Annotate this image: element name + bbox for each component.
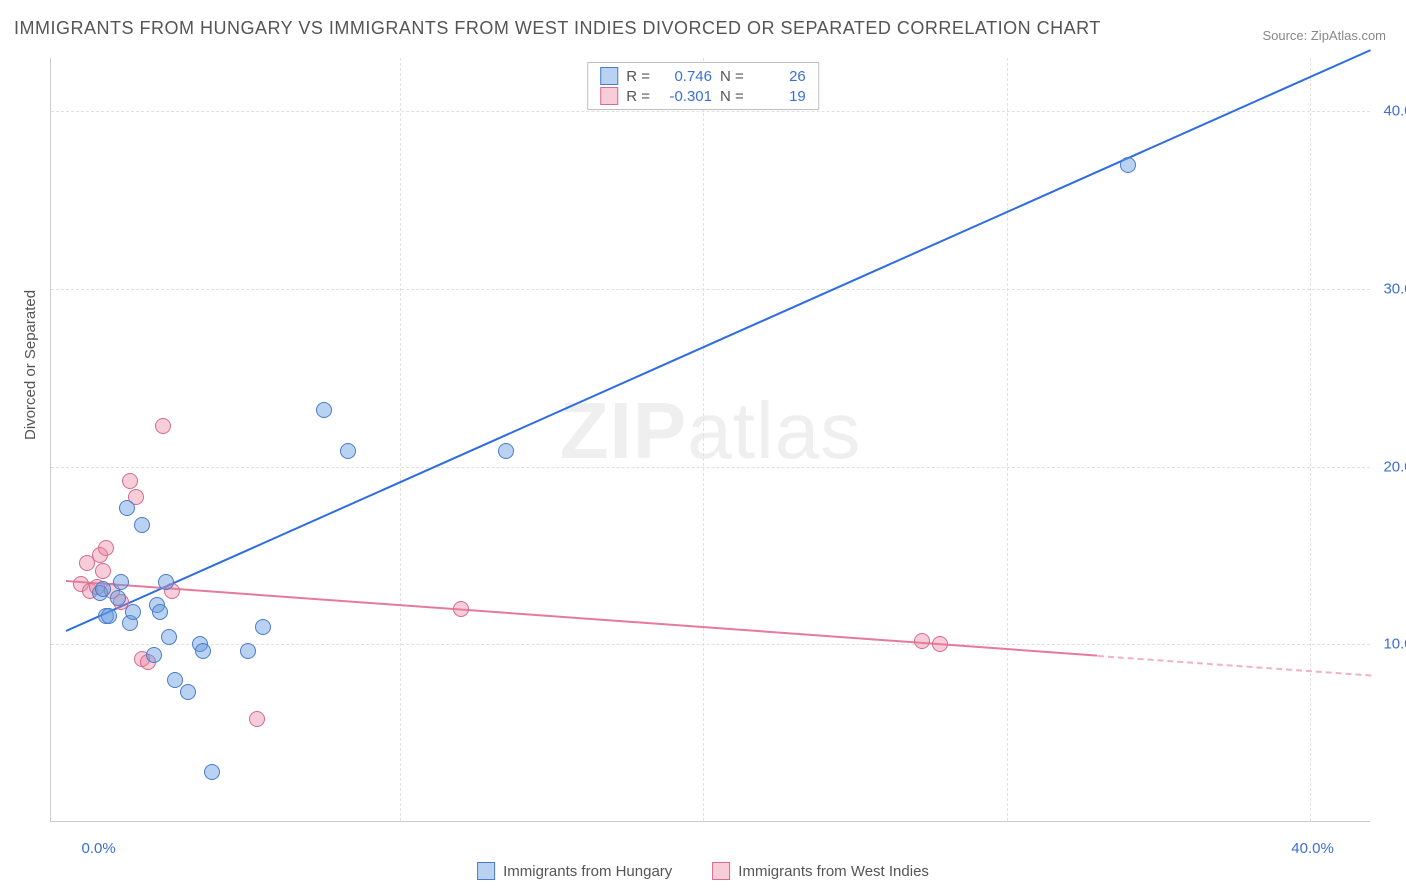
swatch-pink-icon xyxy=(712,862,730,880)
x-tick-max: 40.0% xyxy=(1291,840,1334,857)
data-point xyxy=(125,604,141,620)
legend-item-hungary: Immigrants from Hungary xyxy=(477,862,672,880)
watermark-rest: atlas xyxy=(687,385,861,474)
data-point xyxy=(498,443,514,459)
watermark-bold: ZIP xyxy=(560,385,687,474)
data-point xyxy=(113,574,129,590)
correlation-legend: R = 0.746 N = 26 R = -0.301 N = 19 xyxy=(587,62,819,110)
data-point xyxy=(316,402,332,418)
data-point xyxy=(255,619,271,635)
data-point xyxy=(95,563,111,579)
swatch-blue-icon xyxy=(600,67,618,85)
y-tick-label: 40.0% xyxy=(1383,103,1406,120)
n-label: N = xyxy=(720,68,744,85)
data-point xyxy=(98,540,114,556)
swatch-blue-icon xyxy=(477,862,495,880)
data-point xyxy=(340,443,356,459)
trend-line xyxy=(1098,655,1371,677)
grid-line-h xyxy=(51,467,1370,468)
legend-item-westindies: Immigrants from West Indies xyxy=(712,862,929,880)
grid-line-h xyxy=(51,111,1370,112)
x-tick-min: 0.0% xyxy=(82,840,116,857)
grid-line-v xyxy=(1007,58,1008,821)
grid-line-h xyxy=(51,289,1370,290)
y-tick-label: 30.0% xyxy=(1383,280,1406,297)
data-point xyxy=(101,608,117,624)
legend-row-hungary: R = 0.746 N = 26 xyxy=(600,67,806,85)
data-point xyxy=(932,636,948,652)
legend-row-westindies: R = -0.301 N = 19 xyxy=(600,87,806,105)
legend-label: Immigrants from West Indies xyxy=(738,863,929,880)
data-point xyxy=(453,601,469,617)
data-point xyxy=(134,517,150,533)
grid-line-v xyxy=(703,58,704,821)
legend-label: Immigrants from Hungary xyxy=(503,863,672,880)
n-label: N = xyxy=(720,88,744,105)
chart-title: IMMIGRANTS FROM HUNGARY VS IMMIGRANTS FR… xyxy=(14,18,1101,39)
data-point xyxy=(161,629,177,645)
r-value: 0.746 xyxy=(658,68,712,85)
y-tick-label: 10.0% xyxy=(1383,636,1406,653)
data-point xyxy=(146,647,162,663)
data-point xyxy=(204,764,220,780)
data-point xyxy=(167,672,183,688)
plot-area: ZIPatlas 10.0%20.0%30.0%40.0% xyxy=(50,58,1370,822)
n-value: 26 xyxy=(752,68,806,85)
data-point xyxy=(158,574,174,590)
grid-line-v xyxy=(400,58,401,821)
data-point xyxy=(195,643,211,659)
data-point xyxy=(110,590,126,606)
y-tick-label: 20.0% xyxy=(1383,458,1406,475)
data-point xyxy=(152,604,168,620)
y-axis-title: Divorced or Separated xyxy=(22,290,39,440)
trend-line xyxy=(66,49,1372,632)
data-point xyxy=(180,684,196,700)
r-label: R = xyxy=(626,88,650,105)
data-point xyxy=(155,418,171,434)
r-label: R = xyxy=(626,68,650,85)
data-point xyxy=(122,473,138,489)
data-point xyxy=(914,633,930,649)
source-attribution: Source: ZipAtlas.com xyxy=(1262,28,1386,43)
r-value: -0.301 xyxy=(658,88,712,105)
data-point xyxy=(95,581,111,597)
series-legend: Immigrants from Hungary Immigrants from … xyxy=(477,862,929,880)
watermark-text: ZIPatlas xyxy=(560,384,861,476)
grid-line-v xyxy=(1310,58,1311,821)
data-point xyxy=(249,711,265,727)
n-value: 19 xyxy=(752,88,806,105)
swatch-pink-icon xyxy=(600,87,618,105)
data-point xyxy=(119,500,135,516)
data-point xyxy=(240,643,256,659)
data-point xyxy=(1120,157,1136,173)
chart-container: IMMIGRANTS FROM HUNGARY VS IMMIGRANTS FR… xyxy=(0,0,1406,892)
